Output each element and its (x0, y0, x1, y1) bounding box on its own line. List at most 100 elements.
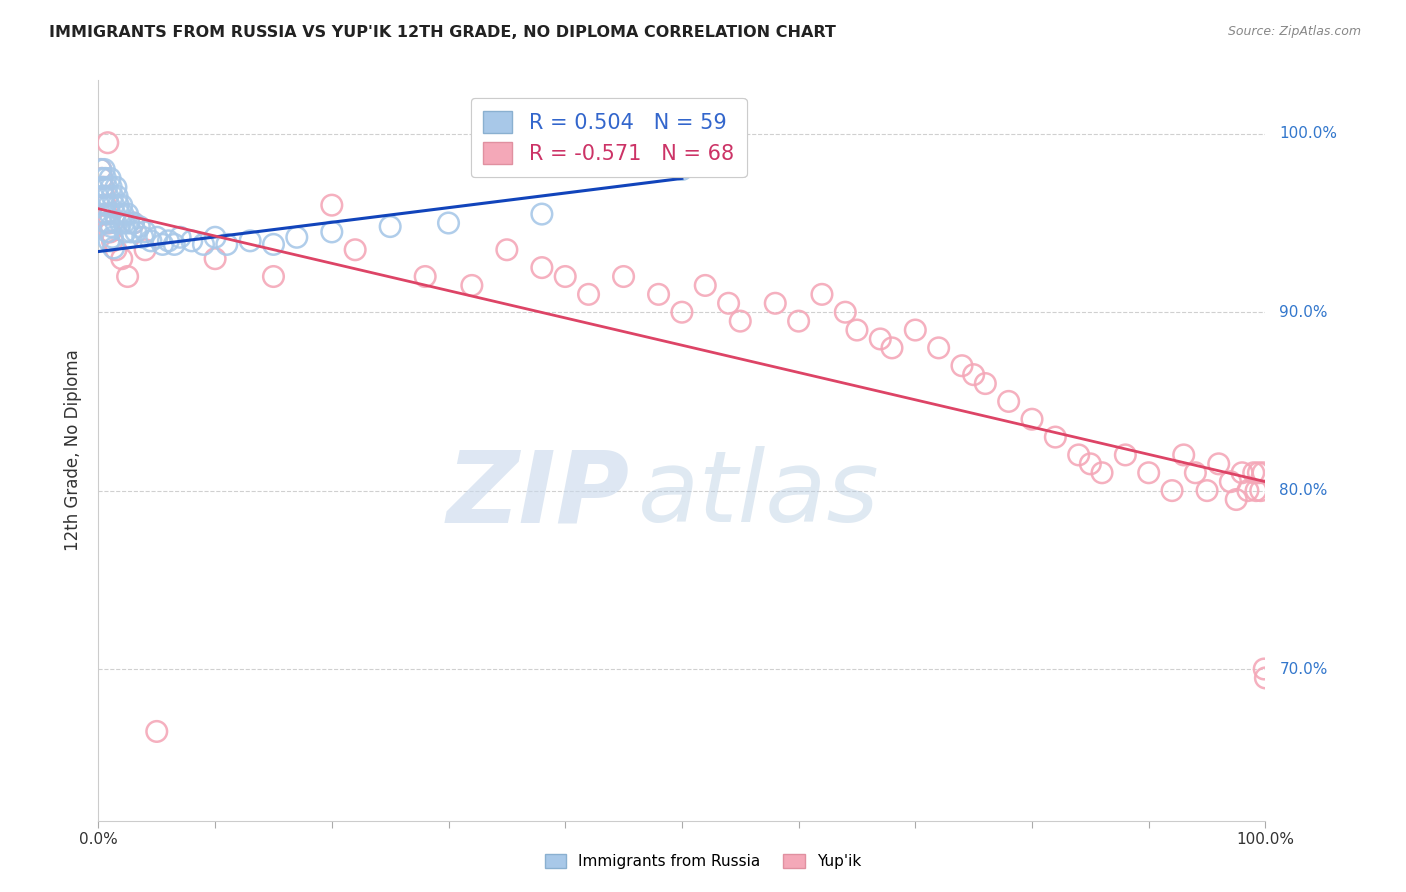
Point (111, 198, 134, 212)
Point (695, 278, 717, 293)
Point (1250, 483, 1272, 498)
Point (125, 225, 148, 239)
Point (91, 189, 114, 203)
Point (1208, 457, 1230, 471)
Text: 80.0%: 80.0% (1279, 483, 1327, 498)
Point (117, 269, 139, 284)
Point (117, 207, 139, 221)
Point (100, 219, 122, 234)
Point (134, 225, 156, 239)
Point (98, 171, 121, 186)
Point (103, 198, 125, 212)
Point (101, 189, 124, 203)
Point (1251, 466, 1274, 480)
Point (146, 724, 169, 739)
Point (1254, 671, 1277, 685)
Point (180, 234, 202, 248)
Point (1114, 448, 1136, 462)
Text: ZIP: ZIP (446, 446, 630, 543)
Point (1045, 430, 1067, 444)
Point (869, 332, 891, 346)
Point (101, 230, 124, 244)
Point (262, 269, 284, 284)
Point (1237, 483, 1260, 498)
Legend: R = 0.504   N = 59, R = -0.571   N = 68: R = 0.504 N = 59, R = -0.571 N = 68 (471, 98, 747, 177)
Point (262, 237, 284, 252)
Point (93, 162, 115, 177)
Point (93, 198, 115, 212)
Point (114, 225, 136, 239)
Point (647, 287, 669, 301)
Point (96, 216, 118, 230)
Point (730, 314, 752, 328)
Point (104, 180, 127, 194)
Point (215, 237, 238, 252)
Point (97, 216, 120, 230)
Point (97, 189, 120, 203)
Point (112, 216, 135, 230)
Point (437, 216, 460, 230)
Point (139, 234, 162, 248)
Point (97, 225, 120, 239)
Point (1219, 475, 1241, 489)
Point (110, 216, 132, 230)
Point (846, 323, 869, 337)
Point (97, 198, 120, 212)
Point (321, 198, 343, 212)
Point (107, 198, 129, 212)
Point (104, 216, 127, 230)
Y-axis label: 12th Grade, No Diploma: 12th Grade, No Diploma (65, 350, 83, 551)
Point (111, 207, 134, 221)
Point (962, 368, 984, 382)
Point (169, 230, 191, 244)
Point (950, 359, 973, 373)
Point (103, 241, 125, 255)
Point (111, 252, 134, 266)
Point (105, 189, 128, 203)
Point (91, 180, 114, 194)
Point (928, 341, 950, 355)
Point (717, 296, 740, 310)
Point (1243, 466, 1265, 480)
Point (98, 225, 121, 239)
Point (104, 207, 127, 221)
Point (90, 171, 112, 186)
Text: atlas: atlas (637, 446, 879, 543)
Point (1247, 466, 1270, 480)
Point (134, 243, 156, 257)
Point (94, 171, 117, 186)
Point (1184, 466, 1206, 480)
Point (104, 243, 127, 257)
Point (90, 162, 112, 177)
Point (613, 269, 636, 284)
Point (974, 376, 997, 391)
Text: 100.0%: 100.0% (1279, 127, 1337, 141)
Point (1021, 412, 1043, 426)
Point (344, 243, 367, 257)
Point (1195, 483, 1218, 498)
Point (671, 162, 693, 177)
Point (90, 162, 112, 177)
Point (132, 230, 155, 244)
Point (1230, 466, 1253, 480)
Point (96, 180, 118, 194)
Point (880, 341, 903, 355)
Point (1225, 492, 1247, 507)
Point (530, 207, 553, 221)
Point (122, 216, 145, 230)
Point (578, 287, 600, 301)
Point (96, 207, 118, 221)
Point (118, 216, 141, 230)
Point (97, 234, 120, 248)
Point (91, 180, 114, 194)
Point (163, 237, 186, 252)
Point (554, 269, 576, 284)
Legend: Immigrants from Russia, Yup'ik: Immigrants from Russia, Yup'ik (538, 848, 868, 875)
Point (1244, 483, 1267, 498)
Point (1161, 483, 1184, 498)
Point (321, 225, 343, 239)
Point (122, 216, 145, 230)
Point (120, 225, 142, 239)
Point (530, 260, 553, 275)
Point (146, 230, 169, 244)
